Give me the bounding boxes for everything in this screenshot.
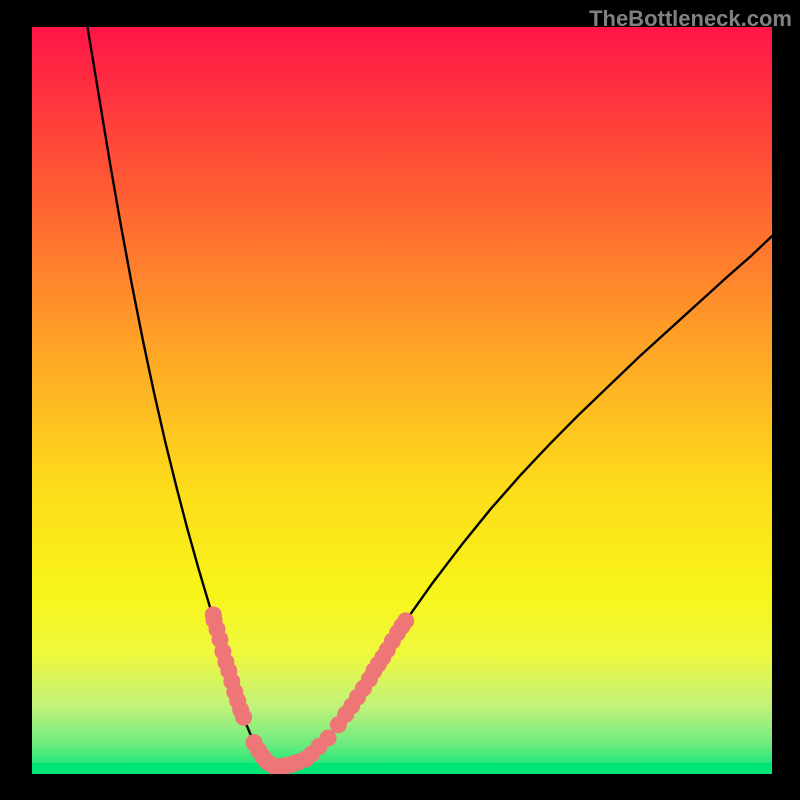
data-marker	[236, 709, 252, 725]
watermark-text: TheBottleneck.com	[589, 6, 792, 32]
gradient-background	[32, 27, 772, 774]
data-marker	[320, 730, 336, 746]
green-band	[32, 763, 772, 774]
data-marker	[398, 613, 414, 629]
plot-svg	[32, 27, 772, 774]
plot-area	[32, 27, 772, 774]
chart-canvas: TheBottleneck.com	[0, 0, 800, 800]
